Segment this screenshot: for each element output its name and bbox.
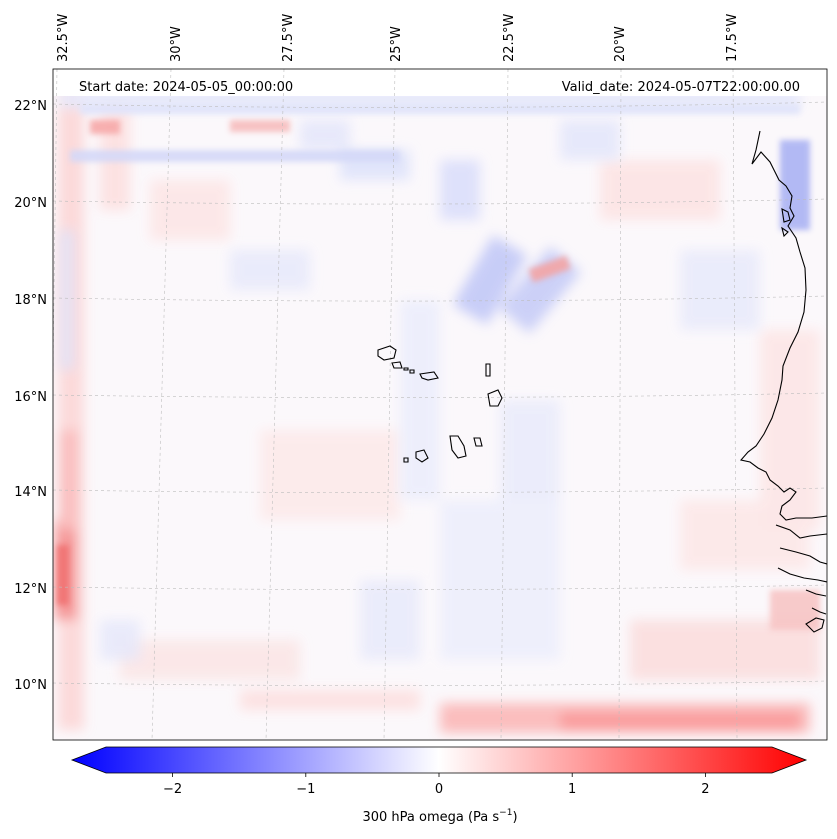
lat-label: 14°N: [14, 485, 47, 500]
lon-label: 30°W: [169, 26, 184, 62]
omega-field: [53, 69, 827, 740]
valid-date-label: Valid_date: 2024-05-07T22:00:00.00: [562, 80, 800, 95]
lat-label: 16°N: [14, 390, 47, 405]
colorbar-tick-label: 1: [568, 782, 576, 797]
colorbar-tick-label: 0: [435, 782, 443, 797]
start-date-label: Start date: 2024-05-05_00:00:00: [79, 80, 293, 95]
lat-label: 22°N: [14, 99, 47, 114]
lat-label: 10°N: [14, 678, 47, 693]
graticule: [53, 69, 827, 740]
lat-label: 20°N: [14, 196, 47, 211]
colorbar: −2 −1 0 1 2 300 hPa omega (Pa s−1): [70, 746, 808, 825]
lon-label: 27.5°W: [281, 14, 296, 62]
colorbar-tick-label: 2: [701, 782, 709, 797]
colorbar-tick-label: −2: [163, 782, 182, 797]
lat-label: 18°N: [14, 293, 47, 308]
lon-label: 22.5°W: [502, 14, 517, 62]
lon-label: 17.5°W: [725, 14, 740, 62]
latitude-labels: 22°N 20°N 18°N 16°N 14°N 12°N 10°N: [14, 99, 47, 693]
colorbar-tick-label: −1: [296, 782, 315, 797]
lon-label: 25°W: [389, 26, 404, 62]
lon-label: 32.5°W: [56, 14, 71, 62]
lon-label: 20°W: [613, 26, 628, 62]
map-frame: [52, 68, 828, 741]
cape-verde-islands: [377, 345, 503, 463]
coastlines: [739, 130, 827, 633]
colorbar-title: 300 hPa omega (Pa s−1): [362, 808, 517, 825]
africa-coastline: [739, 130, 827, 521]
longitude-labels: 32.5°W 30°W 27.5°W 25°W 22.5°W 20°W 17.5…: [56, 14, 740, 62]
colorbar-bar: [70, 746, 808, 774]
lat-label: 12°N: [14, 582, 47, 597]
